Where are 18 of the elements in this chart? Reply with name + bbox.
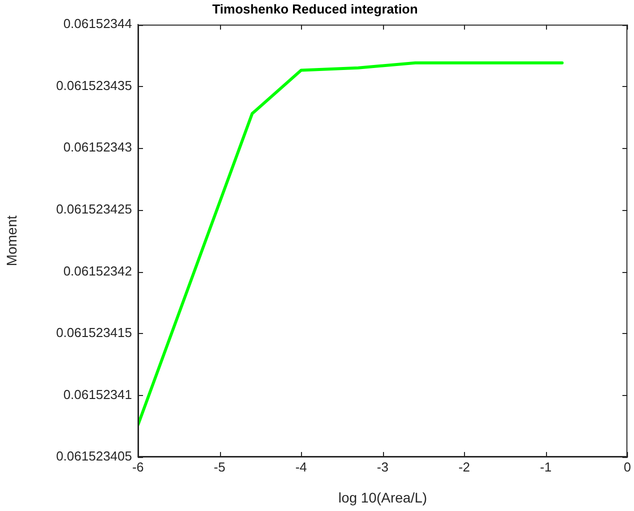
y-tick-label: 0.06152342 [63, 263, 132, 278]
chart-title: Timoshenko Reduced integration [212, 1, 418, 16]
x-tick-label: -4 [295, 459, 307, 474]
x-axis-title: log 10(Area/L) [338, 489, 428, 506]
x-tick-label: 0 [624, 459, 631, 474]
x-tick-label: -1 [540, 459, 552, 474]
y-tick-label: 0.061523405 [56, 448, 132, 464]
x-tick-label: -5 [214, 459, 226, 474]
y-tick-label: 0.06152344 [63, 16, 132, 32]
x-tick-label: -2 [458, 459, 470, 474]
x-tick-label: -6 [132, 459, 144, 474]
y-tick-label: 0.06152341 [63, 386, 132, 402]
y-axis-title: Moment [3, 215, 20, 266]
y-tick-label: 0.061523435 [56, 78, 132, 93]
y-tick-label: 0.061523425 [56, 201, 132, 216]
y-tick-label: 0.06152343 [63, 140, 132, 155]
y-tick-label: 0.061523415 [56, 325, 132, 340]
x-tick-label: -3 [376, 459, 388, 474]
